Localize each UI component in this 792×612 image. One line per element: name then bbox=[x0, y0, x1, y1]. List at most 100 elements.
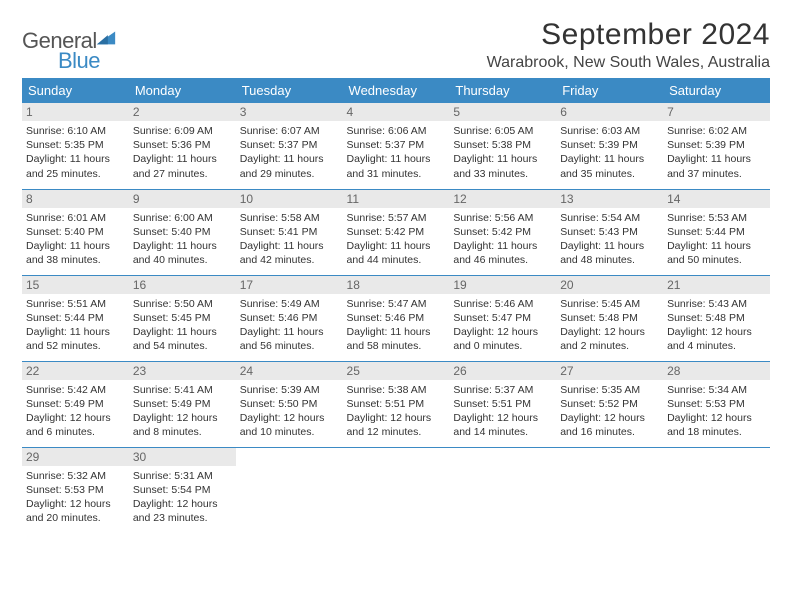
daylight-text: Daylight: 11 hours bbox=[347, 152, 446, 166]
daylight-text: Daylight: 11 hours bbox=[560, 239, 659, 253]
day-number: 21 bbox=[663, 276, 770, 294]
day-cell: 3Sunrise: 6:07 AMSunset: 5:37 PMDaylight… bbox=[236, 103, 343, 189]
empty-cell bbox=[236, 447, 343, 533]
daylight-text: Daylight: 11 hours bbox=[133, 152, 232, 166]
sunset-text: Sunset: 5:51 PM bbox=[347, 397, 446, 411]
daylight-text: and 18 minutes. bbox=[667, 425, 766, 439]
daylight-text: and 46 minutes. bbox=[453, 253, 552, 267]
day-details: Sunrise: 5:31 AMSunset: 5:54 PMDaylight:… bbox=[129, 466, 236, 530]
daylight-text: and 58 minutes. bbox=[347, 339, 446, 353]
day-number: 26 bbox=[449, 362, 556, 380]
day-details: Sunrise: 6:10 AMSunset: 5:35 PMDaylight:… bbox=[22, 121, 129, 185]
daylight-text: and 37 minutes. bbox=[667, 167, 766, 181]
sunrise-text: Sunrise: 5:43 AM bbox=[667, 297, 766, 311]
day-details: Sunrise: 5:57 AMSunset: 5:42 PMDaylight:… bbox=[343, 208, 450, 272]
empty-cell bbox=[556, 447, 663, 533]
sunset-text: Sunset: 5:43 PM bbox=[560, 225, 659, 239]
daylight-text: and 44 minutes. bbox=[347, 253, 446, 267]
sunset-text: Sunset: 5:49 PM bbox=[26, 397, 125, 411]
day-details: Sunrise: 6:05 AMSunset: 5:38 PMDaylight:… bbox=[449, 121, 556, 185]
daylight-text: Daylight: 11 hours bbox=[240, 325, 339, 339]
sunset-text: Sunset: 5:48 PM bbox=[667, 311, 766, 325]
day-cell: 24Sunrise: 5:39 AMSunset: 5:50 PMDayligh… bbox=[236, 361, 343, 447]
day-number: 27 bbox=[556, 362, 663, 380]
daylight-text: and 52 minutes. bbox=[26, 339, 125, 353]
day-cell: 5Sunrise: 6:05 AMSunset: 5:38 PMDaylight… bbox=[449, 103, 556, 189]
day-number: 15 bbox=[22, 276, 129, 294]
weekday-head: Wednesday bbox=[343, 78, 450, 103]
sunrise-text: Sunrise: 6:01 AM bbox=[26, 211, 125, 225]
day-cell: 20Sunrise: 5:45 AMSunset: 5:48 PMDayligh… bbox=[556, 275, 663, 361]
day-number: 19 bbox=[449, 276, 556, 294]
day-cell: 10Sunrise: 5:58 AMSunset: 5:41 PMDayligh… bbox=[236, 189, 343, 275]
sunset-text: Sunset: 5:46 PM bbox=[347, 311, 446, 325]
daylight-text: Daylight: 12 hours bbox=[560, 411, 659, 425]
day-details: Sunrise: 5:51 AMSunset: 5:44 PMDaylight:… bbox=[22, 294, 129, 358]
day-details: Sunrise: 5:41 AMSunset: 5:49 PMDaylight:… bbox=[129, 380, 236, 444]
day-number: 17 bbox=[236, 276, 343, 294]
sunrise-text: Sunrise: 6:00 AM bbox=[133, 211, 232, 225]
sunset-text: Sunset: 5:35 PM bbox=[26, 138, 125, 152]
sunrise-text: Sunrise: 5:57 AM bbox=[347, 211, 446, 225]
day-cell: 14Sunrise: 5:53 AMSunset: 5:44 PMDayligh… bbox=[663, 189, 770, 275]
brand-line2: Blue bbox=[22, 51, 117, 71]
sunrise-text: Sunrise: 5:32 AM bbox=[26, 469, 125, 483]
sunrise-text: Sunrise: 5:35 AM bbox=[560, 383, 659, 397]
day-cell: 1Sunrise: 6:10 AMSunset: 5:35 PMDaylight… bbox=[22, 103, 129, 189]
sunset-text: Sunset: 5:36 PM bbox=[133, 138, 232, 152]
day-number: 7 bbox=[663, 103, 770, 121]
day-number: 10 bbox=[236, 190, 343, 208]
day-cell: 16Sunrise: 5:50 AMSunset: 5:45 PMDayligh… bbox=[129, 275, 236, 361]
day-cell: 23Sunrise: 5:41 AMSunset: 5:49 PMDayligh… bbox=[129, 361, 236, 447]
daylight-text: Daylight: 11 hours bbox=[667, 239, 766, 253]
day-cell: 28Sunrise: 5:34 AMSunset: 5:53 PMDayligh… bbox=[663, 361, 770, 447]
daylight-text: Daylight: 11 hours bbox=[133, 239, 232, 253]
sunrise-text: Sunrise: 6:06 AM bbox=[347, 124, 446, 138]
sunrise-text: Sunrise: 5:54 AM bbox=[560, 211, 659, 225]
sunset-text: Sunset: 5:42 PM bbox=[453, 225, 552, 239]
daylight-text: and 50 minutes. bbox=[667, 253, 766, 267]
sunrise-text: Sunrise: 5:56 AM bbox=[453, 211, 552, 225]
sunrise-text: Sunrise: 5:41 AM bbox=[133, 383, 232, 397]
location-text: Warabrook, New South Wales, Australia bbox=[487, 54, 770, 72]
day-number: 4 bbox=[343, 103, 450, 121]
sunrise-text: Sunrise: 6:05 AM bbox=[453, 124, 552, 138]
day-number: 11 bbox=[343, 190, 450, 208]
title-block: September 2024 Warabrook, New South Wale… bbox=[487, 18, 770, 72]
day-details: Sunrise: 6:03 AMSunset: 5:39 PMDaylight:… bbox=[556, 121, 663, 185]
daylight-text: and 8 minutes. bbox=[133, 425, 232, 439]
sunset-text: Sunset: 5:45 PM bbox=[133, 311, 232, 325]
daylight-text: and 23 minutes. bbox=[133, 511, 232, 525]
calendar-row: 22Sunrise: 5:42 AMSunset: 5:49 PMDayligh… bbox=[22, 361, 770, 447]
day-number: 23 bbox=[129, 362, 236, 380]
sunset-text: Sunset: 5:39 PM bbox=[560, 138, 659, 152]
daylight-text: and 48 minutes. bbox=[560, 253, 659, 267]
sunset-text: Sunset: 5:40 PM bbox=[133, 225, 232, 239]
day-cell: 30Sunrise: 5:31 AMSunset: 5:54 PMDayligh… bbox=[129, 447, 236, 533]
sunrise-text: Sunrise: 6:09 AM bbox=[133, 124, 232, 138]
daylight-text: and 12 minutes. bbox=[347, 425, 446, 439]
weekday-head: Sunday bbox=[22, 78, 129, 103]
day-number: 13 bbox=[556, 190, 663, 208]
day-number: 6 bbox=[556, 103, 663, 121]
daylight-text: and 40 minutes. bbox=[133, 253, 232, 267]
day-number: 18 bbox=[343, 276, 450, 294]
day-number: 29 bbox=[22, 448, 129, 466]
day-details: Sunrise: 5:46 AMSunset: 5:47 PMDaylight:… bbox=[449, 294, 556, 358]
sunset-text: Sunset: 5:46 PM bbox=[240, 311, 339, 325]
daylight-text: and 56 minutes. bbox=[240, 339, 339, 353]
day-details: Sunrise: 5:56 AMSunset: 5:42 PMDaylight:… bbox=[449, 208, 556, 272]
sunrise-text: Sunrise: 5:51 AM bbox=[26, 297, 125, 311]
daylight-text: Daylight: 12 hours bbox=[133, 411, 232, 425]
daylight-text: and 25 minutes. bbox=[26, 167, 125, 181]
daylight-text: and 35 minutes. bbox=[560, 167, 659, 181]
daylight-text: and 2 minutes. bbox=[560, 339, 659, 353]
daylight-text: Daylight: 11 hours bbox=[347, 239, 446, 253]
sunset-text: Sunset: 5:44 PM bbox=[667, 225, 766, 239]
daylight-text: Daylight: 12 hours bbox=[667, 411, 766, 425]
brand-mark-icon bbox=[95, 26, 117, 48]
weekday-head: Friday bbox=[556, 78, 663, 103]
daylight-text: Daylight: 12 hours bbox=[26, 497, 125, 511]
calendar-table: Sunday Monday Tuesday Wednesday Thursday… bbox=[22, 78, 770, 533]
day-cell: 4Sunrise: 6:06 AMSunset: 5:37 PMDaylight… bbox=[343, 103, 450, 189]
